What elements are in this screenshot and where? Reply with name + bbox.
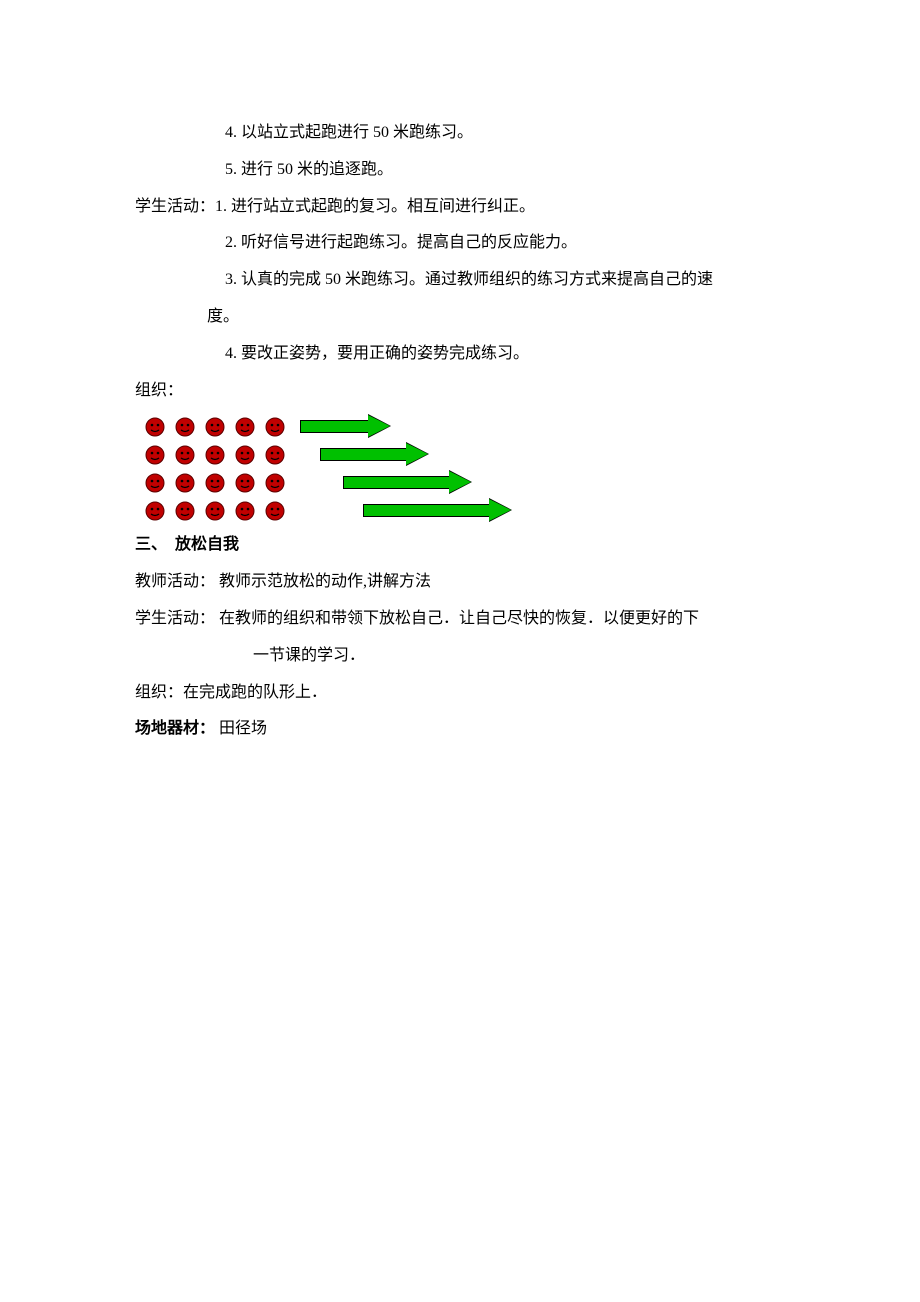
student-dot-icon (145, 417, 165, 437)
student-dot-icon (265, 445, 285, 465)
student-activity-2: 2. 听好信号进行起跑练习。提高自己的反应能力。 (135, 225, 785, 262)
direction-arrow-icon (300, 416, 392, 438)
student-activity-3b: 度。 (135, 299, 785, 336)
teacher-item-5: 5. 进行 50 米的追逐跑。 (135, 152, 785, 189)
student-dot-icon (235, 501, 255, 521)
student-dot-icon (175, 473, 195, 493)
student-dot-icon (175, 417, 195, 437)
direction-arrow-icon (363, 500, 513, 522)
student-activity-3a: 3. 认真的完成 50 米跑练习。通过教师组织的练习方式来提高自己的速 (135, 262, 785, 299)
venue-row: 场地器材： 田径场 (135, 711, 785, 748)
student-dot-icon (205, 445, 225, 465)
student-dot-icon (145, 473, 165, 493)
student-dot-icon (235, 445, 255, 465)
student-dot-icon (205, 501, 225, 521)
student-activity-b2: 一节课的学习． (135, 638, 785, 675)
teacher-activity-2: 教师活动： 教师示范放松的动作,讲解方法 (135, 564, 785, 601)
formation-diagram (135, 409, 785, 527)
student-activity-4: 4. 要改正姿势，要用正确的姿势完成练习。 (135, 336, 785, 373)
venue-label: 场地器材： (135, 720, 215, 737)
student-activity-1: 学生活动：1. 进行站立式起跑的复习。相互间进行纠正。 (135, 189, 785, 226)
student-dot-icon (235, 417, 255, 437)
org2-text-rest: 织：在完成跑的队形上． (151, 684, 327, 701)
student-dot-icon (175, 501, 195, 521)
student-dot-icon (145, 501, 165, 521)
section-3-heading: 三、 放松自我 (135, 527, 785, 564)
organization-label-2: 组织：在完成跑的队形上． (135, 675, 785, 712)
student-dot-icon (265, 417, 285, 437)
direction-arrow-icon (320, 444, 430, 466)
student-activity-b1: 学生活动： 在教师的组织和带领下放松自己．让自己尽快的恢复．以便更好的下 (135, 601, 785, 638)
venue-value: 田径场 (215, 720, 267, 737)
formation-row (145, 441, 785, 469)
teacher-item-4: 4. 以站立式起跑进行 50 米跑练习。 (135, 115, 785, 152)
student-dot-icon (205, 417, 225, 437)
student-dot-icon (265, 501, 285, 521)
student-dot-icon (265, 473, 285, 493)
formation-row (145, 497, 785, 525)
student-dot-icon (145, 445, 165, 465)
direction-arrow-icon (343, 472, 473, 494)
student-dot-icon (175, 445, 195, 465)
org-text-zhi: 织： (151, 382, 183, 399)
student-dot-icon (235, 473, 255, 493)
document-page: 4. 以站立式起跑进行 50 米跑练习。 5. 进行 50 米的追逐跑。 学生活… (0, 0, 920, 1302)
formation-row (145, 413, 785, 441)
organization-label-1: 组织： (135, 373, 785, 410)
formation-row (145, 469, 785, 497)
student-dot-icon (205, 473, 225, 493)
